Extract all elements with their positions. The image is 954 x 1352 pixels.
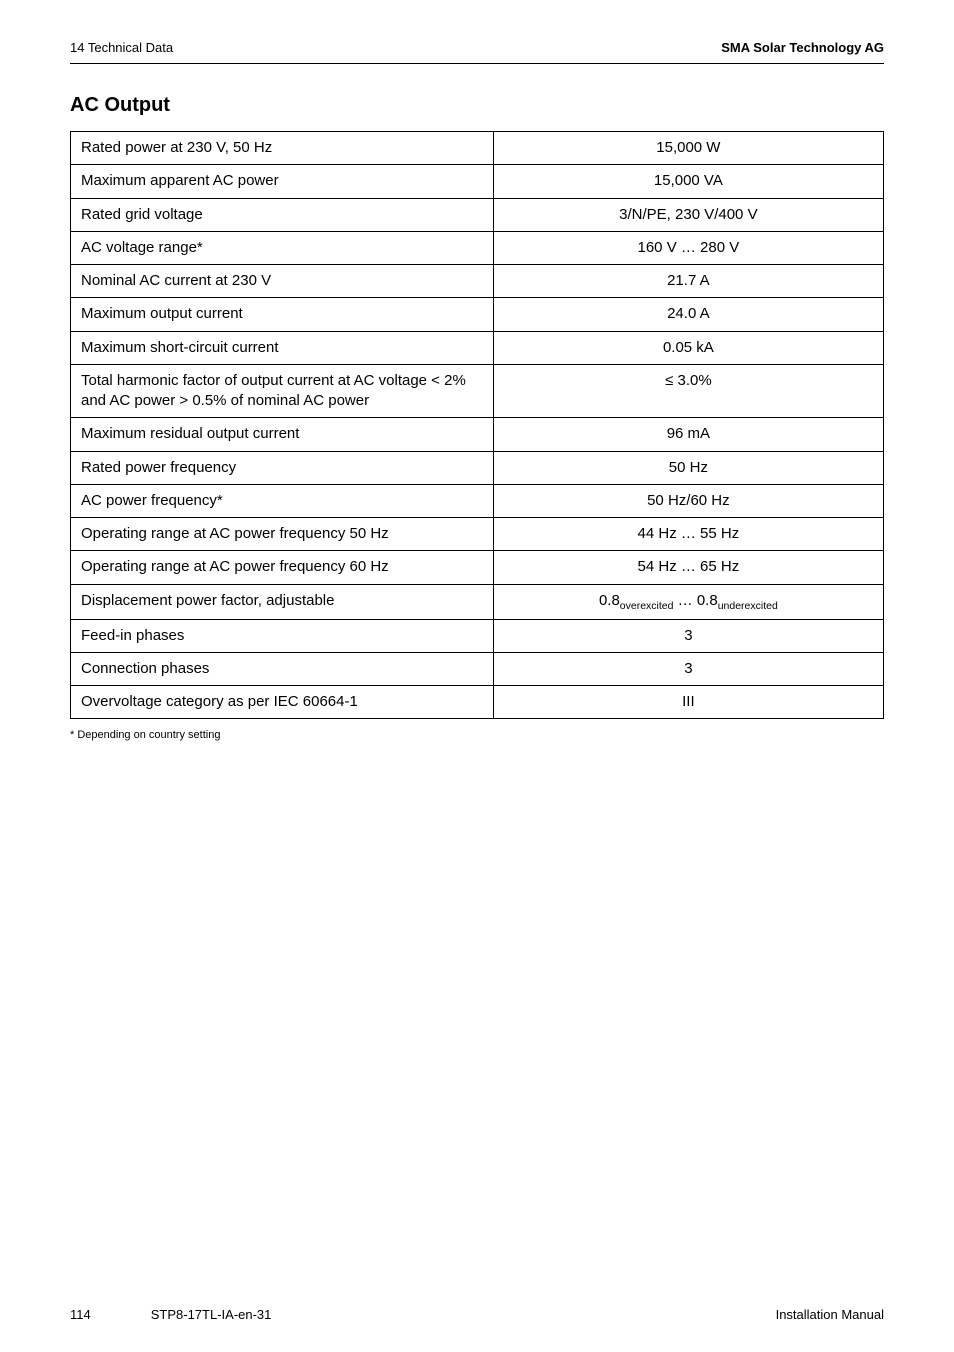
table-cell-label: Maximum apparent AC power <box>71 165 494 198</box>
table-cell-label: Nominal AC current at 230 V <box>71 265 494 298</box>
table-cell-label: Rated grid voltage <box>71 198 494 231</box>
header-left: 14 Technical Data <box>70 40 173 55</box>
table-cell-label: Displacement power factor, adjustable <box>71 584 494 619</box>
table-cell-value: 3 <box>493 619 883 652</box>
table-cell-value: ≤ 3.0% <box>493 364 883 418</box>
table-row: Rated power frequency50 Hz <box>71 451 884 484</box>
footer-right: Installation Manual <box>776 1307 884 1322</box>
table-cell-label: Rated power frequency <box>71 451 494 484</box>
table-body: Rated power at 230 V, 50 Hz15,000 WMaxim… <box>71 132 884 719</box>
ac-output-table: Rated power at 230 V, 50 Hz15,000 WMaxim… <box>70 131 884 719</box>
page: 14 Technical Data SMA Solar Technology A… <box>0 0 954 1352</box>
table-cell-label: Maximum output current <box>71 298 494 331</box>
table-cell-label: Maximum residual output current <box>71 418 494 451</box>
table-row: Overvoltage category as per IEC 60664-1I… <box>71 686 884 719</box>
table-row: Rated power at 230 V, 50 Hz15,000 W <box>71 132 884 165</box>
table-row: Operating range at AC power frequency 60… <box>71 551 884 584</box>
table-cell-label: Feed-in phases <box>71 619 494 652</box>
header-rule <box>70 63 884 64</box>
table-cell-label: Rated power at 230 V, 50 Hz <box>71 132 494 165</box>
table-cell-value: 50 Hz/60 Hz <box>493 484 883 517</box>
page-header: 14 Technical Data SMA Solar Technology A… <box>70 40 884 55</box>
table-cell-value: 50 Hz <box>493 451 883 484</box>
table-row: Connection phases3 <box>71 652 884 685</box>
table-row: Nominal AC current at 230 V21.7 A <box>71 265 884 298</box>
footer-doc-id: STP8-17TL-IA-en-31 <box>91 1307 776 1322</box>
table-row: Rated grid voltage3/N/PE, 230 V/400 V <box>71 198 884 231</box>
table-cell-label: AC power frequency* <box>71 484 494 517</box>
table-cell-label: Operating range at AC power frequency 60… <box>71 551 494 584</box>
table-cell-label: Total harmonic factor of output current … <box>71 364 494 418</box>
section-title: AC Output <box>70 94 884 117</box>
table-row: Feed-in phases3 <box>71 619 884 652</box>
table-cell-value: 96 mA <box>493 418 883 451</box>
table-cell-value: 3/N/PE, 230 V/400 V <box>493 198 883 231</box>
table-cell-label: Operating range at AC power frequency 50… <box>71 518 494 551</box>
table-cell-value: 15,000 VA <box>493 165 883 198</box>
table-cell-value: 160 V … 280 V <box>493 231 883 264</box>
table-row: Maximum apparent AC power15,000 VA <box>71 165 884 198</box>
table-row: Operating range at AC power frequency 50… <box>71 518 884 551</box>
table-cell-value: 54 Hz … 65 Hz <box>493 551 883 584</box>
table-row: Maximum short-circuit current0.05 kA <box>71 331 884 364</box>
table-row: AC voltage range*160 V … 280 V <box>71 231 884 264</box>
footer-page-number: 114 <box>70 1307 91 1322</box>
table-row: AC power frequency*50 Hz/60 Hz <box>71 484 884 517</box>
table-cell-label: Maximum short-circuit current <box>71 331 494 364</box>
page-footer: 114 STP8-17TL-IA-en-31 Installation Manu… <box>70 1307 884 1322</box>
table-cell-value: 0.05 kA <box>493 331 883 364</box>
footnote: * Depending on country setting <box>70 729 884 741</box>
header-right: SMA Solar Technology AG <box>721 40 884 55</box>
table-row: Total harmonic factor of output current … <box>71 364 884 418</box>
table-cell-label: Overvoltage category as per IEC 60664-1 <box>71 686 494 719</box>
table-cell-value: III <box>493 686 883 719</box>
table-cell-label: AC voltage range* <box>71 231 494 264</box>
table-cell-label: Connection phases <box>71 652 494 685</box>
table-cell-value: 21.7 A <box>493 265 883 298</box>
table-row: Maximum output current24.0 A <box>71 298 884 331</box>
table-cell-value: 0.8overexcited … 0.8underexcited <box>493 584 883 619</box>
table-cell-value: 44 Hz … 55 Hz <box>493 518 883 551</box>
table-row: Maximum residual output current96 mA <box>71 418 884 451</box>
table-cell-value: 3 <box>493 652 883 685</box>
table-cell-value: 24.0 A <box>493 298 883 331</box>
table-row: Displacement power factor, adjustable0.8… <box>71 584 884 619</box>
table-cell-value: 15,000 W <box>493 132 883 165</box>
